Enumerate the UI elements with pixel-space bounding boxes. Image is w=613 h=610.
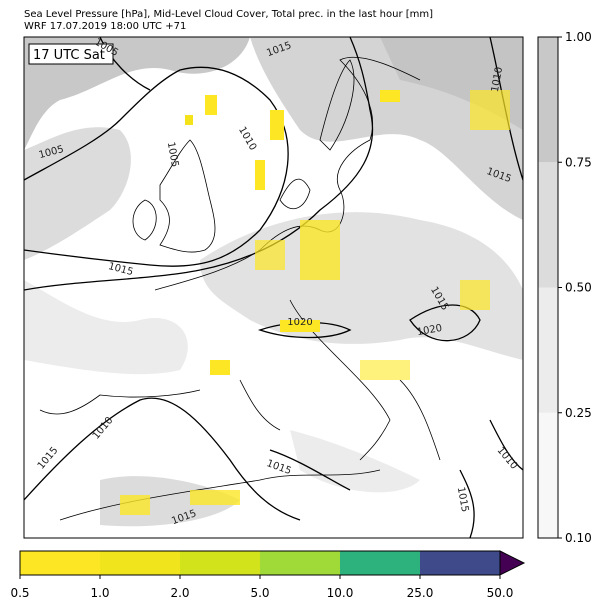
header-line: Sea Level Pressure [hPa], Mid-Level Clou…: [24, 9, 433, 20]
colorbar-tick-label: 0.75: [565, 155, 592, 169]
colorbar-tick-label: 2.0: [170, 586, 189, 600]
colorbar-band: [538, 287, 558, 413]
contour-label: 1010: [490, 66, 505, 93]
cloud-area: [24, 37, 250, 150]
colorbar-tick-label: 10.0: [327, 586, 354, 600]
colorbar-tick-label: 0.5: [10, 586, 29, 600]
cloud-area: [24, 280, 188, 375]
colorbar-band: [538, 162, 558, 288]
colorbar-tick-label: 5.0: [250, 586, 269, 600]
contour-label: 1020: [287, 317, 312, 328]
colorbar-band: [100, 551, 180, 575]
cloud-colorbar: 0.10 0.25 0.50 0.75 1.00: [537, 30, 592, 545]
map-frame: [23, 36, 524, 539]
colorbar-tick-label: 0.25: [565, 406, 592, 420]
map: 17 UTC Sat 1005 1015101010051015100510151…: [23, 36, 524, 539]
colorbar-tick-label: 1.00: [565, 30, 592, 44]
colorbar-tick-label: 0.10: [565, 531, 592, 545]
colorbar-extend: [499, 550, 526, 576]
colorbar-tick-label: 0.50: [565, 281, 592, 295]
colorbar-band: [260, 551, 340, 575]
time-label: 17 UTC Sat: [33, 48, 105, 63]
colorbar-band: [538, 412, 558, 538]
header-line: WRF 17.07.2019 18:00 UTC +71: [24, 21, 186, 32]
colorbar-band: [180, 551, 260, 575]
contour-label: 1015: [455, 486, 470, 513]
colorbar-band: [340, 551, 420, 575]
contour-label: 1020: [416, 323, 443, 338]
colorbar-tick-label: 50.0: [487, 586, 514, 600]
colorbar-tick-label: 1.0: [90, 586, 109, 600]
contour-label: 1005: [165, 141, 180, 168]
cloud-area: [24, 127, 131, 261]
time-box: [28, 43, 114, 65]
cloud-area: [290, 430, 420, 493]
colorbar-band: [420, 551, 500, 575]
colorbar-band: [538, 37, 558, 163]
coastline: [39, 56, 441, 521]
precip-colorbar: 0.5 1.0 2.0 5.0 10.0 25.0 50.0: [10, 550, 526, 600]
precip-cells: [120, 90, 510, 515]
colorbar-band: [20, 551, 100, 575]
colorbar-tick-label: 25.0: [407, 586, 434, 600]
